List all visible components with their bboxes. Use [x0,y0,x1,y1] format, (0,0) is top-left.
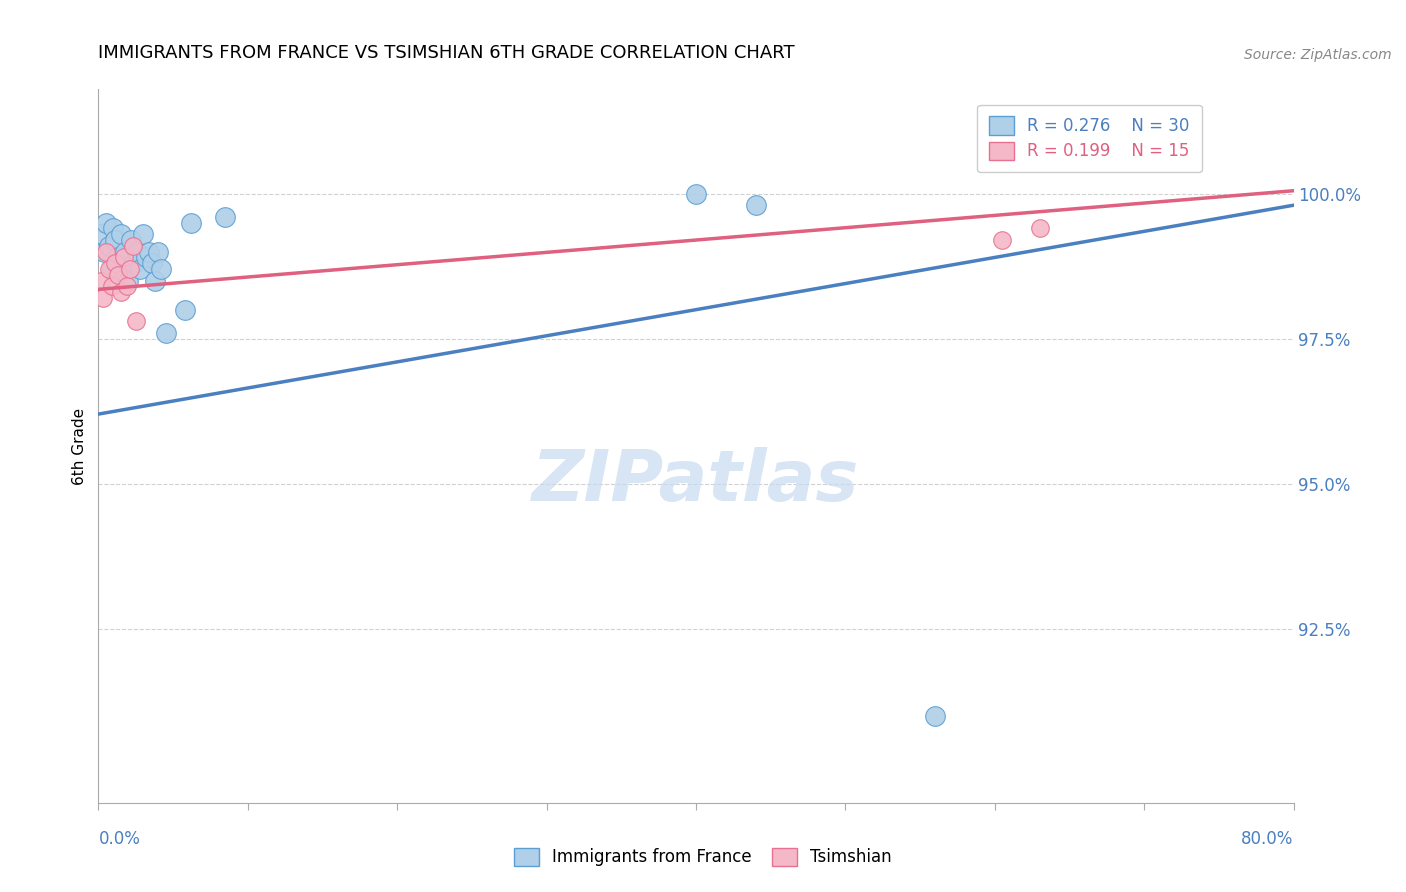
Point [104,256,127,270]
Point [127,244,149,259]
Point [745,198,768,212]
Point [118,262,141,277]
Point [685,186,707,201]
Point [174,302,197,317]
Point [112,251,135,265]
Point [132,227,155,242]
Y-axis label: 6th Grade: 6th Grade [72,408,87,484]
Point [94,216,117,230]
Point [991,233,1014,247]
Point [180,216,202,230]
Text: Source: ZipAtlas.com: Source: ZipAtlas.com [1244,48,1392,62]
Point [129,262,152,277]
Point [155,326,177,340]
Point [110,227,132,242]
Point [97,262,120,277]
Text: IMMIGRANTS FROM FRANCE VS TSIMSHIAN 6TH GRADE CORRELATION CHART: IMMIGRANTS FROM FRANCE VS TSIMSHIAN 6TH … [98,45,794,62]
Point [148,244,170,259]
Point [107,251,129,265]
Text: 80.0%: 80.0% [1241,830,1294,847]
Point [924,708,946,723]
Point [124,256,146,270]
Point [101,262,124,277]
Point [1028,221,1050,235]
Point [94,244,117,259]
Point [111,268,134,282]
Point [143,274,166,288]
Legend: R = 0.276    N = 30, R = 0.199    N = 15: R = 0.276 N = 30, R = 0.199 N = 15 [977,104,1202,172]
Point [90,274,112,288]
Point [141,256,163,270]
Point [135,251,157,265]
Point [103,221,125,235]
Point [114,244,136,259]
Point [138,244,160,259]
Point [97,239,120,253]
Point [121,239,143,253]
Point [150,262,173,277]
Point [101,279,124,293]
Point [104,233,127,247]
Point [91,291,114,305]
Point [93,244,115,259]
Legend: Immigrants from France, Tsimshian: Immigrants from France, Tsimshian [506,839,900,875]
Point [120,233,142,247]
Point [115,279,138,293]
Point [214,210,236,224]
Point [107,268,129,282]
Point [125,314,148,328]
Point [117,274,139,288]
Point [110,285,132,300]
Point [90,227,112,242]
Text: ZIPatlas: ZIPatlas [533,447,859,516]
Text: 0.0%: 0.0% [98,830,141,847]
